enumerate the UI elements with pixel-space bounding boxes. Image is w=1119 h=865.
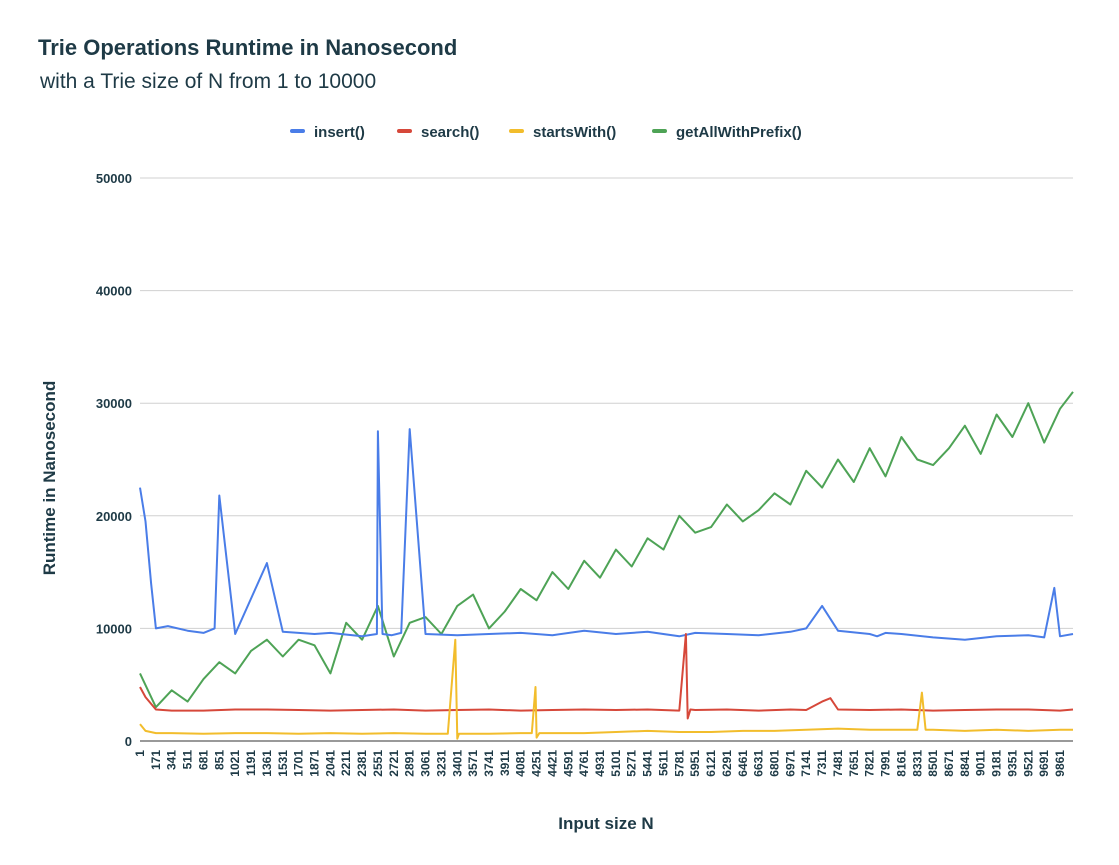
legend-label-getallwithprefix: getAllWithPrefix() — [676, 124, 802, 141]
y-tick-label: 10000 — [96, 621, 132, 636]
x-tick-label: 7651 — [847, 750, 861, 777]
x-tick-label: 5441 — [641, 750, 655, 777]
x-tick-label: 6631 — [752, 750, 766, 777]
legend-swatch-getallwithprefix — [652, 129, 667, 133]
x-tick-label: 6971 — [783, 750, 797, 777]
x-tick-label: 5271 — [625, 750, 639, 777]
x-tick-label: 6291 — [720, 750, 734, 777]
x-tick-label: 5781 — [672, 750, 686, 777]
legend-item-getallwithprefix: getAllWithPrefix() — [652, 124, 802, 141]
x-tick-label: 7821 — [863, 750, 877, 777]
y-tick-label: 20000 — [96, 509, 132, 524]
y-axis-label: Runtime in Nanosecond — [40, 381, 59, 576]
x-tick-label: 4081 — [514, 750, 528, 777]
x-tick-label: 4421 — [545, 750, 559, 777]
x-tick-label: 1361 — [260, 750, 274, 777]
y-tick-label: 40000 — [96, 284, 132, 299]
series-line-search — [139, 633, 1074, 720]
x-tick-label: 3401 — [450, 750, 464, 777]
x-axis-label: Input size N — [558, 814, 653, 833]
x-tick-label: 2041 — [323, 750, 337, 777]
x-tick-label: 8331 — [910, 750, 924, 777]
x-tick-label: 4931 — [593, 750, 607, 777]
x-tick-label: 4761 — [577, 750, 591, 777]
legend-swatch-search — [397, 129, 412, 133]
x-tick-label: 2891 — [403, 750, 417, 777]
x-tick-label: 3741 — [482, 750, 496, 777]
x-tick-label: 7311 — [815, 750, 829, 776]
x-tick-label: 9691 — [1037, 750, 1051, 777]
x-tick-label: 3911 — [498, 750, 512, 776]
chart-title: Trie Operations Runtime in Nanosecond — [38, 35, 457, 60]
x-tick-label: 171 — [149, 750, 163, 770]
legend-label-startswith: startsWith() — [533, 124, 616, 141]
x-tick-label: 9861 — [1053, 750, 1067, 777]
y-tick-label: 50000 — [96, 171, 132, 186]
x-tick-label: 2551 — [371, 750, 385, 777]
series-line-getallwithprefix — [139, 391, 1074, 709]
x-tick-label: 1 — [133, 750, 147, 757]
x-tick-label: 4591 — [561, 750, 575, 777]
chart-subtitle: with a Trie size of N from 1 to 10000 — [39, 70, 376, 93]
x-tick-label: 8161 — [894, 750, 908, 777]
x-tick-label: 7141 — [799, 750, 813, 777]
x-tick-label: 7481 — [831, 750, 845, 777]
legend-swatch-insert — [290, 129, 305, 133]
x-tick-label: 5611 — [656, 750, 670, 776]
x-tick-label: 5101 — [609, 750, 623, 777]
legend-label-insert: insert() — [314, 124, 365, 141]
x-tick-label: 8841 — [958, 750, 972, 777]
x-tick-label: 5951 — [688, 750, 702, 777]
x-tick-label: 1701 — [292, 750, 306, 777]
x-tick-label: 9521 — [1021, 750, 1035, 777]
legend-swatch-startswith — [509, 129, 524, 133]
legend-label-search: search() — [421, 124, 479, 141]
legend-item-insert: insert() — [290, 124, 365, 141]
x-axis-ticks: 1 171 341 511 681 851 1021 1191 1361 1531 1701 1871… — [133, 750, 1067, 777]
x-tick-label: 9011 — [974, 750, 988, 776]
x-tick-label: 681 — [196, 750, 210, 770]
x-tick-label: 341 — [165, 750, 179, 770]
x-tick-label: 9351 — [1005, 750, 1019, 777]
x-tick-label: 6121 — [704, 750, 718, 777]
x-tick-label: 1871 — [307, 750, 321, 777]
y-tick-label: 30000 — [96, 396, 132, 411]
grid-lines — [140, 177, 1073, 742]
x-tick-label: 511 — [181, 750, 195, 770]
x-tick-label: 3061 — [419, 750, 433, 777]
x-tick-label: 1191 — [244, 750, 258, 776]
series-line-insert — [139, 428, 1074, 641]
x-tick-label: 8501 — [926, 750, 940, 777]
x-tick-label: 6461 — [736, 750, 750, 777]
x-tick-label: 4251 — [530, 750, 544, 777]
series-lines — [139, 391, 1074, 740]
x-tick-label: 2211 — [339, 750, 353, 776]
chart-legend: insert() search() startsWith() getAllWit… — [290, 124, 802, 141]
series-line-startswith — [139, 638, 1073, 740]
x-tick-label: 3231 — [434, 750, 448, 777]
x-tick-label: 8671 — [942, 750, 956, 777]
x-tick-label: 9181 — [990, 750, 1004, 777]
y-tick-label: 0 — [125, 734, 132, 749]
legend-item-search: search() — [397, 124, 479, 141]
x-tick-label: 1021 — [228, 750, 242, 777]
x-tick-label: 3571 — [466, 750, 480, 777]
x-tick-label: 2381 — [355, 750, 369, 777]
x-tick-label: 6801 — [768, 750, 782, 777]
x-tick-label: 1531 — [276, 750, 290, 777]
legend-item-startswith: startsWith() — [509, 124, 616, 141]
x-tick-label: 851 — [212, 750, 226, 770]
x-tick-label: 2721 — [387, 750, 401, 777]
y-axis-ticks: 0 10000 20000 30000 40000 50000 — [96, 171, 132, 749]
x-tick-label: 7991 — [879, 750, 893, 777]
